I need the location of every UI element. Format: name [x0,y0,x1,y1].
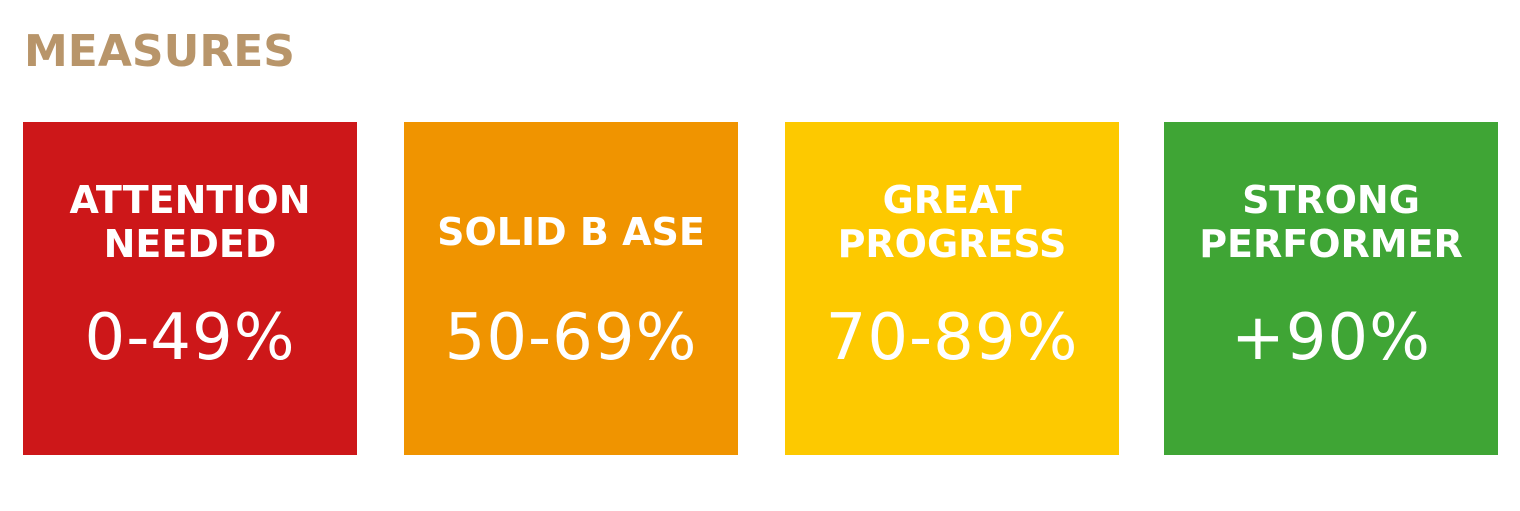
tile-label-line-1: ATTENTION [69,178,311,222]
tile-label-line-2: NEEDED [103,222,277,266]
measure-tile-strong-performer: STRONG PERFORMER +90% [1164,122,1498,455]
page-title: MEASURES [24,26,295,77]
tile-label: GREAT PROGRESS [785,178,1119,266]
tile-label: STRONG PERFORMER [1164,178,1498,266]
tile-label-line-2: PERFORMER [1199,222,1463,266]
tile-range-value: 70-89% [825,301,1079,375]
tile-label-line-2: PROGRESS [837,222,1067,266]
tile-label-line-1: STRONG [1242,178,1420,222]
measure-tile-attention-needed: ATTENTION NEEDED 0-49% [23,122,357,455]
tile-range-value: +90% [1231,301,1431,375]
tile-label-line-1: SOLID B ASE [437,210,705,254]
measure-tile-great-progress: GREAT PROGRESS 70-89% [785,122,1119,455]
tile-label-line-1: GREAT [882,178,1022,222]
tile-range-value: 50-69% [444,301,698,375]
tile-label: SOLID B ASE [404,210,738,254]
tile-label: ATTENTION NEEDED [23,178,357,266]
measure-tile-solid-base: SOLID B ASE 50-69% [404,122,738,455]
tile-range-value: 0-49% [84,301,296,375]
